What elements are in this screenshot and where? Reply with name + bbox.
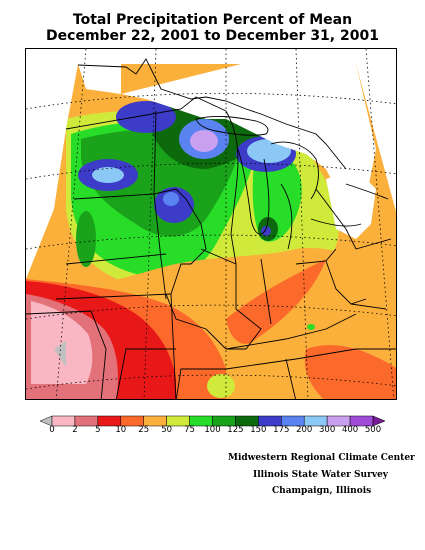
color-legend xyxy=(40,415,385,427)
legend-tick-label: 10 xyxy=(115,425,127,435)
precip-zone-sd-125 xyxy=(76,211,96,267)
map-title-line-1: Total Precipitation Percent of Mean xyxy=(72,12,353,28)
legend-tick-label: 125 xyxy=(227,425,244,435)
precip-zone-nd-300 xyxy=(92,167,124,183)
legend-arrow-high xyxy=(372,415,385,427)
legend-tick-label: 175 xyxy=(273,425,290,435)
legend-tick-label: 150 xyxy=(250,425,267,435)
legend-tick-label: 400 xyxy=(341,425,359,435)
legend-tick-label: 300 xyxy=(319,425,336,435)
precip-zone-south-50 xyxy=(207,374,235,398)
great-lakes-shorelines xyxy=(195,115,389,235)
precipitation-map xyxy=(25,48,397,400)
precip-zone-se-25 xyxy=(304,345,396,399)
legend-tick-label: 75 xyxy=(184,425,195,435)
legend-tick-label: 0 xyxy=(49,425,55,435)
map-title-line-2: December 22, 2001 to December 31, 2001 xyxy=(46,28,379,44)
no-data-region-ne xyxy=(326,169,376,239)
canada-border xyxy=(77,58,347,170)
precipitation-map-canvas xyxy=(26,49,396,399)
credit-location: Champaign, Illinois xyxy=(272,486,372,496)
precip-zone-mn-200 xyxy=(163,192,179,206)
credit-organization: Midwestern Regional Climate Center xyxy=(228,453,415,463)
legend-tick-label: 500 xyxy=(364,425,382,435)
no-data-region-nw xyxy=(78,64,121,94)
legend-tick-label: 25 xyxy=(138,425,150,435)
precip-zone-sw-2 xyxy=(31,301,93,384)
precip-zone-north-mn-175 xyxy=(116,101,176,133)
state-boundaries xyxy=(26,96,396,399)
graticule xyxy=(26,49,396,399)
legend-tick-label: 2 xyxy=(72,425,78,435)
precip-zone-ohio-25 xyxy=(226,259,326,344)
precip-zone-il-175 xyxy=(261,226,271,236)
legend-tick-label: 5 xyxy=(95,425,101,435)
legend-tick-label: 100 xyxy=(204,425,221,435)
legend-tick-label: 200 xyxy=(296,425,313,435)
no-data-region-north xyxy=(121,64,376,209)
precip-zone-wi-400 xyxy=(190,130,218,152)
precip-zone-oh-75 xyxy=(307,324,315,330)
credit-survey: Illinois State Water Survey xyxy=(253,470,389,480)
legend-tick-label: 50 xyxy=(161,425,173,435)
